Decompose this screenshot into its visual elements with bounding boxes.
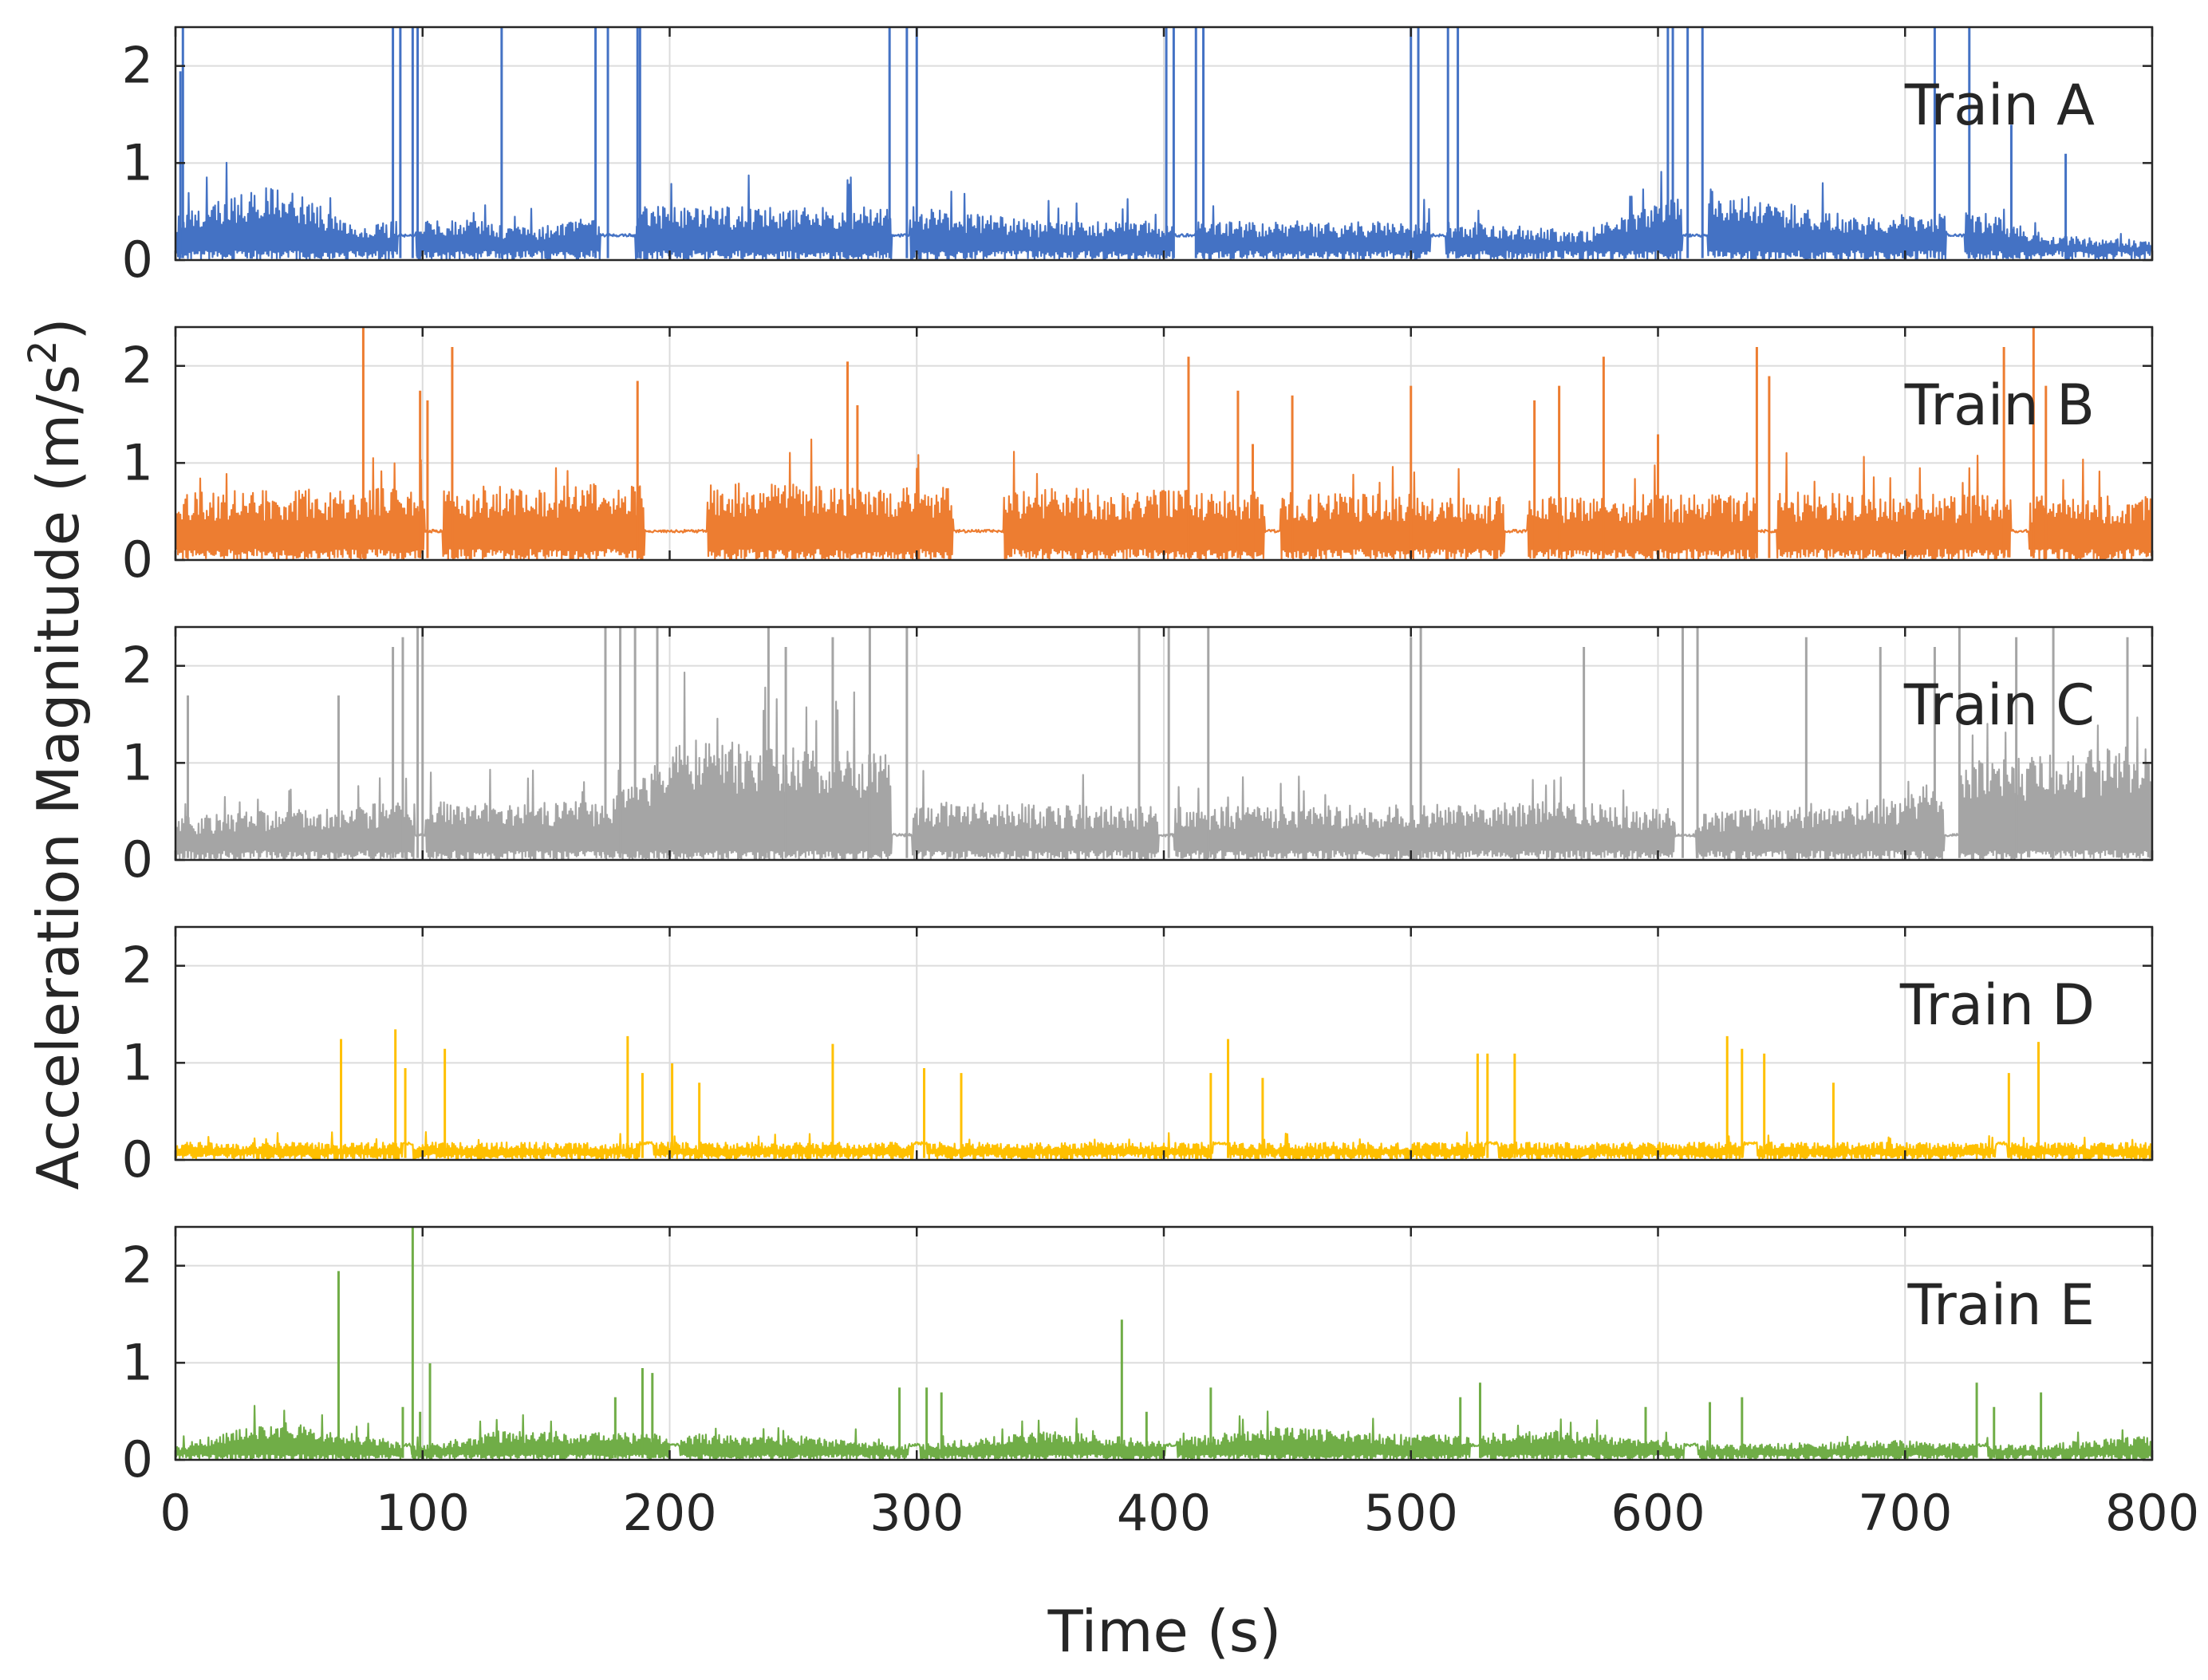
x-tick-label: 600 bbox=[1611, 1484, 1705, 1542]
panel-train-b: 0 1 2 Train B bbox=[122, 325, 2154, 589]
x-tick-label: 700 bbox=[1858, 1484, 1952, 1542]
y-tick-label: 2 bbox=[122, 337, 153, 395]
x-tick-label: 400 bbox=[1117, 1484, 1211, 1542]
panel-train-d: 0 1 2 Train D bbox=[122, 925, 2154, 1189]
series-line bbox=[175, 161, 2152, 260]
x-tick-labels: 0 100 200 300 400 500 600 700 800 bbox=[160, 1484, 2199, 1542]
x-axis-title: Time (s) bbox=[1047, 1598, 1282, 1665]
y-tick-label: 2 bbox=[122, 937, 153, 995]
y-tick-label: 2 bbox=[122, 37, 153, 95]
y-tick-label: 1 bbox=[122, 1033, 153, 1091]
series-line bbox=[175, 1405, 2152, 1460]
y-tick-label: 2 bbox=[122, 1236, 153, 1295]
spikes bbox=[337, 1227, 2043, 1458]
ticks: 0 1 2 bbox=[122, 627, 2154, 889]
y-tick-label: 1 bbox=[122, 133, 153, 191]
y-tick-label: 1 bbox=[122, 1333, 153, 1391]
x-tick-label: 200 bbox=[622, 1484, 716, 1542]
panel-train-c: 0 1 2 Train C bbox=[122, 625, 2154, 889]
grid bbox=[175, 1227, 2152, 1460]
y-tick-label: 1 bbox=[122, 433, 153, 491]
spikes bbox=[361, 327, 2048, 558]
y-tick-label: 0 bbox=[122, 1430, 153, 1489]
x-tick-label: 300 bbox=[869, 1484, 964, 1542]
panel-train-a: 0 1 2 Train A bbox=[122, 26, 2154, 289]
y-tick-label: 0 bbox=[122, 231, 153, 289]
spikes bbox=[340, 1029, 2040, 1158]
series-line bbox=[175, 671, 2152, 860]
panel-train-e: 0 1 2 Train E bbox=[122, 1225, 2154, 1489]
spikes bbox=[186, 627, 2129, 858]
ticks: 0 1 2 bbox=[122, 27, 2154, 289]
panel-label: Train C bbox=[1903, 672, 2095, 738]
ticks: 0 1 2 bbox=[122, 1227, 2154, 1489]
y-axis-title: Acceleration Magnitude (m/s2) bbox=[21, 317, 92, 1189]
y-tick-label: 2 bbox=[122, 637, 153, 695]
x-tick-label: 0 bbox=[160, 1484, 191, 1542]
panels: 0 1 2 Train A 0 1 2 Train B 0 1 2 Train C 0 1 2 Train D… bbox=[122, 26, 2154, 1489]
y-tick-label: 0 bbox=[122, 530, 153, 589]
ticks: 0 1 2 bbox=[122, 927, 2154, 1189]
series-line bbox=[175, 1131, 2152, 1160]
x-tick-label: 100 bbox=[376, 1484, 470, 1542]
panel-label: Train A bbox=[1904, 73, 2095, 138]
series-line bbox=[175, 438, 2152, 560]
panel-label: Train B bbox=[1904, 373, 2095, 438]
y-axis-title-superscript: 2 bbox=[21, 340, 65, 365]
panel-label: Train D bbox=[1899, 972, 2095, 1038]
grid bbox=[175, 927, 2152, 1160]
y-tick-label: 1 bbox=[122, 733, 153, 791]
y-tick-label: 0 bbox=[122, 830, 153, 889]
ticks: 0 1 2 bbox=[122, 327, 2154, 589]
y-tick-label: 0 bbox=[122, 1130, 153, 1189]
spikes bbox=[179, 27, 2068, 258]
x-tick-label: 500 bbox=[1364, 1484, 1458, 1542]
x-tick-label: 800 bbox=[2105, 1484, 2199, 1542]
panel-label: Train E bbox=[1907, 1272, 2095, 1338]
y-axis-title-main: Acceleration Magnitude (m/s bbox=[25, 365, 92, 1190]
y-axis-title-close: ) bbox=[25, 317, 92, 340]
